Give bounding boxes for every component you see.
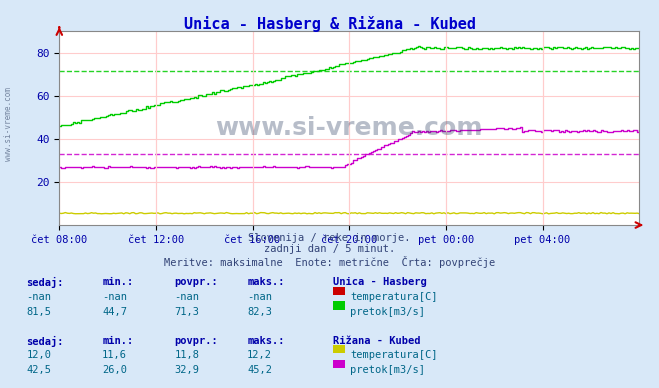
Text: maks.:: maks.: [247, 336, 285, 346]
Text: pretok[m3/s]: pretok[m3/s] [350, 307, 425, 317]
Text: www.si-vreme.com: www.si-vreme.com [215, 116, 483, 140]
Text: min.:: min.: [102, 336, 133, 346]
Text: -nan: -nan [247, 292, 272, 302]
Text: 26,0: 26,0 [102, 365, 127, 375]
Text: temperatura[C]: temperatura[C] [350, 350, 438, 360]
Text: -nan: -nan [102, 292, 127, 302]
Text: -nan: -nan [175, 292, 200, 302]
Text: 82,3: 82,3 [247, 307, 272, 317]
Text: pretok[m3/s]: pretok[m3/s] [350, 365, 425, 375]
Text: Unica - Hasberg & Rižana - Kubed: Unica - Hasberg & Rižana - Kubed [183, 16, 476, 31]
Text: 32,9: 32,9 [175, 365, 200, 375]
Text: -nan: -nan [26, 292, 51, 302]
Text: 81,5: 81,5 [26, 307, 51, 317]
Text: 12,0: 12,0 [26, 350, 51, 360]
Text: 44,7: 44,7 [102, 307, 127, 317]
Bar [333, 287, 345, 295]
Bar [333, 301, 345, 310]
Text: 12,2: 12,2 [247, 350, 272, 360]
Text: Unica - Hasberg: Unica - Hasberg [333, 277, 426, 288]
Text: 11,6: 11,6 [102, 350, 127, 360]
Bar [333, 345, 345, 353]
Text: povpr.:: povpr.: [175, 277, 218, 288]
Bar [333, 360, 345, 368]
Text: Slovenija / reke in morje.: Slovenija / reke in morje. [248, 233, 411, 243]
Text: zadnji dan / 5 minut.: zadnji dan / 5 minut. [264, 244, 395, 255]
Text: min.:: min.: [102, 277, 133, 288]
Text: 11,8: 11,8 [175, 350, 200, 360]
Text: temperatura[C]: temperatura[C] [350, 292, 438, 302]
Text: Meritve: maksimalne  Enote: metrične  Črta: povprečje: Meritve: maksimalne Enote: metrične Črta… [164, 256, 495, 268]
Text: povpr.:: povpr.: [175, 336, 218, 346]
Text: 42,5: 42,5 [26, 365, 51, 375]
Text: 45,2: 45,2 [247, 365, 272, 375]
Text: www.si-vreme.com: www.si-vreme.com [4, 87, 13, 161]
Text: sedaj:: sedaj: [26, 277, 64, 288]
Text: sedaj:: sedaj: [26, 336, 64, 346]
Text: Rižana - Kubed: Rižana - Kubed [333, 336, 420, 346]
Text: maks.:: maks.: [247, 277, 285, 288]
Text: 71,3: 71,3 [175, 307, 200, 317]
